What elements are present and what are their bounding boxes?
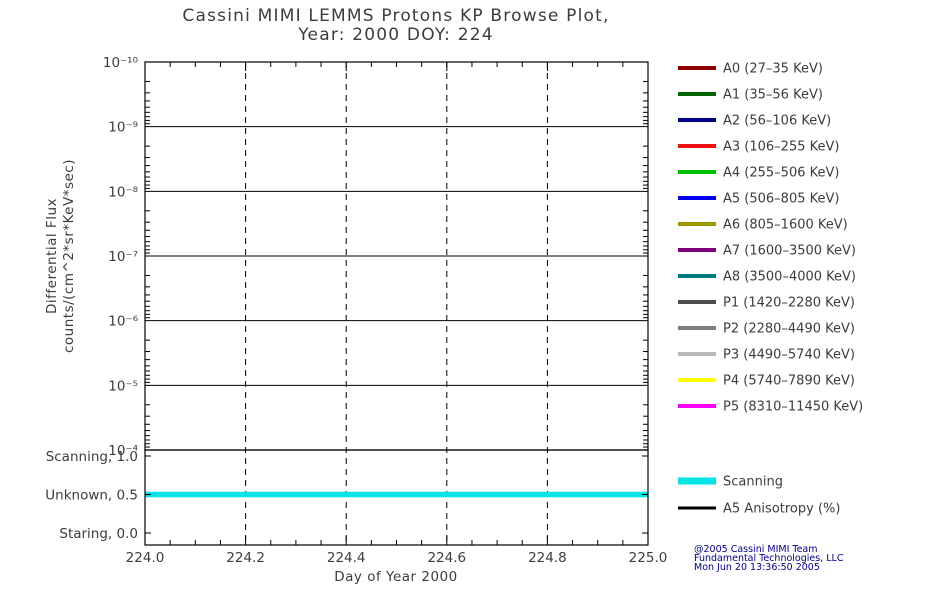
legend-entry-label: A5 Anisotropy (%) bbox=[723, 502, 840, 517]
credit-line2: Fundamental Technologies, LLC bbox=[694, 553, 844, 564]
y-axis-label-line1: Differential Flux bbox=[44, 198, 60, 314]
mode-level-label: Unknown, 0.5 bbox=[45, 488, 138, 504]
y-tick-label: 10⁻⁴ bbox=[108, 443, 138, 459]
mode-level-label: Scanning, 1.0 bbox=[46, 449, 138, 465]
y-tick-label: 10⁻⁶ bbox=[108, 314, 138, 330]
legend-entry-label: P2 (2280–4490 KeV) bbox=[723, 322, 855, 337]
legend: A0 (27–35 KeV) A1 (35–56 KeV) A2 (56–106 K… bbox=[678, 62, 863, 517]
legend-entry-label: Scanning bbox=[723, 475, 783, 490]
tick-marks bbox=[145, 62, 648, 545]
y-tick-label: 10⁻¹⁰ bbox=[103, 55, 138, 71]
y-tick-label: 10⁻⁹ bbox=[108, 120, 138, 136]
y-tick-label: 10⁻⁵ bbox=[108, 378, 138, 394]
y-axis-label-line2: counts/(cm^2*sr*KeV*sec) bbox=[61, 159, 77, 353]
credit-line1: @2005 Cassini MIMI Team bbox=[694, 544, 818, 555]
tick-labels: 10⁻¹⁰ 10⁻⁹ 10⁻⁸ 10⁻⁷ 10⁻⁶ 10⁻⁵ 10⁻⁴ 224.0 224.2 2… bbox=[45, 55, 667, 566]
x-tick-label: 224.8 bbox=[528, 550, 567, 566]
x-tick-label: 225.0 bbox=[629, 550, 668, 566]
y-tick-label: 10⁻⁷ bbox=[108, 249, 138, 265]
x-tick-label: 224.0 bbox=[126, 550, 165, 566]
legend-entry-label: A8 (3500–4000 KeV) bbox=[723, 270, 856, 285]
chart-title-line1: Cassini MIMI LEMMS Protons KP Browse Plo… bbox=[182, 6, 609, 26]
legend-entry-label: P1 (1420–2280 KeV) bbox=[723, 296, 855, 311]
x-tick-label: 224.4 bbox=[327, 550, 366, 566]
mode-level-label: Staring, 0.0 bbox=[59, 526, 138, 542]
legend-entry-label: A0 (27–35 KeV) bbox=[723, 62, 823, 77]
axes-frame bbox=[144, 61, 649, 546]
legend-entry-label: P5 (8310–11450 KeV) bbox=[723, 400, 863, 415]
x-tick-label: 224.2 bbox=[226, 550, 265, 566]
gridlines bbox=[145, 62, 648, 545]
legend-entry-label: A2 (56–106 KeV) bbox=[723, 114, 831, 129]
legend-entry-label: P3 (4490–5740 KeV) bbox=[723, 348, 855, 363]
x-tick-label: 224.6 bbox=[427, 550, 466, 566]
legend-entry-label: A3 (106–255 KeV) bbox=[723, 140, 839, 155]
legend-entry-label: A6 (805–1600 KeV) bbox=[723, 218, 848, 233]
legend-entry-label: P4 (5740–7890 KeV) bbox=[723, 374, 855, 389]
legend-entry-label: A5 (506–805 KeV) bbox=[723, 192, 839, 207]
chart-title-line2: Year: 2000 DOY: 224 bbox=[297, 25, 494, 45]
credit-line3: Mon Jun 20 13:36:50 2005 bbox=[694, 562, 820, 573]
x-axis-label: Day of Year 2000 bbox=[334, 569, 457, 585]
y-tick-label: 10⁻⁸ bbox=[108, 184, 138, 200]
legend-entry-label: A4 (255–506 KeV) bbox=[723, 166, 839, 181]
legend-entry-label: A1 (35–56 KeV) bbox=[723, 88, 823, 103]
legend-entry-label: A7 (1600–3500 KeV) bbox=[723, 244, 856, 259]
mode-panel-frame bbox=[144, 449, 649, 546]
